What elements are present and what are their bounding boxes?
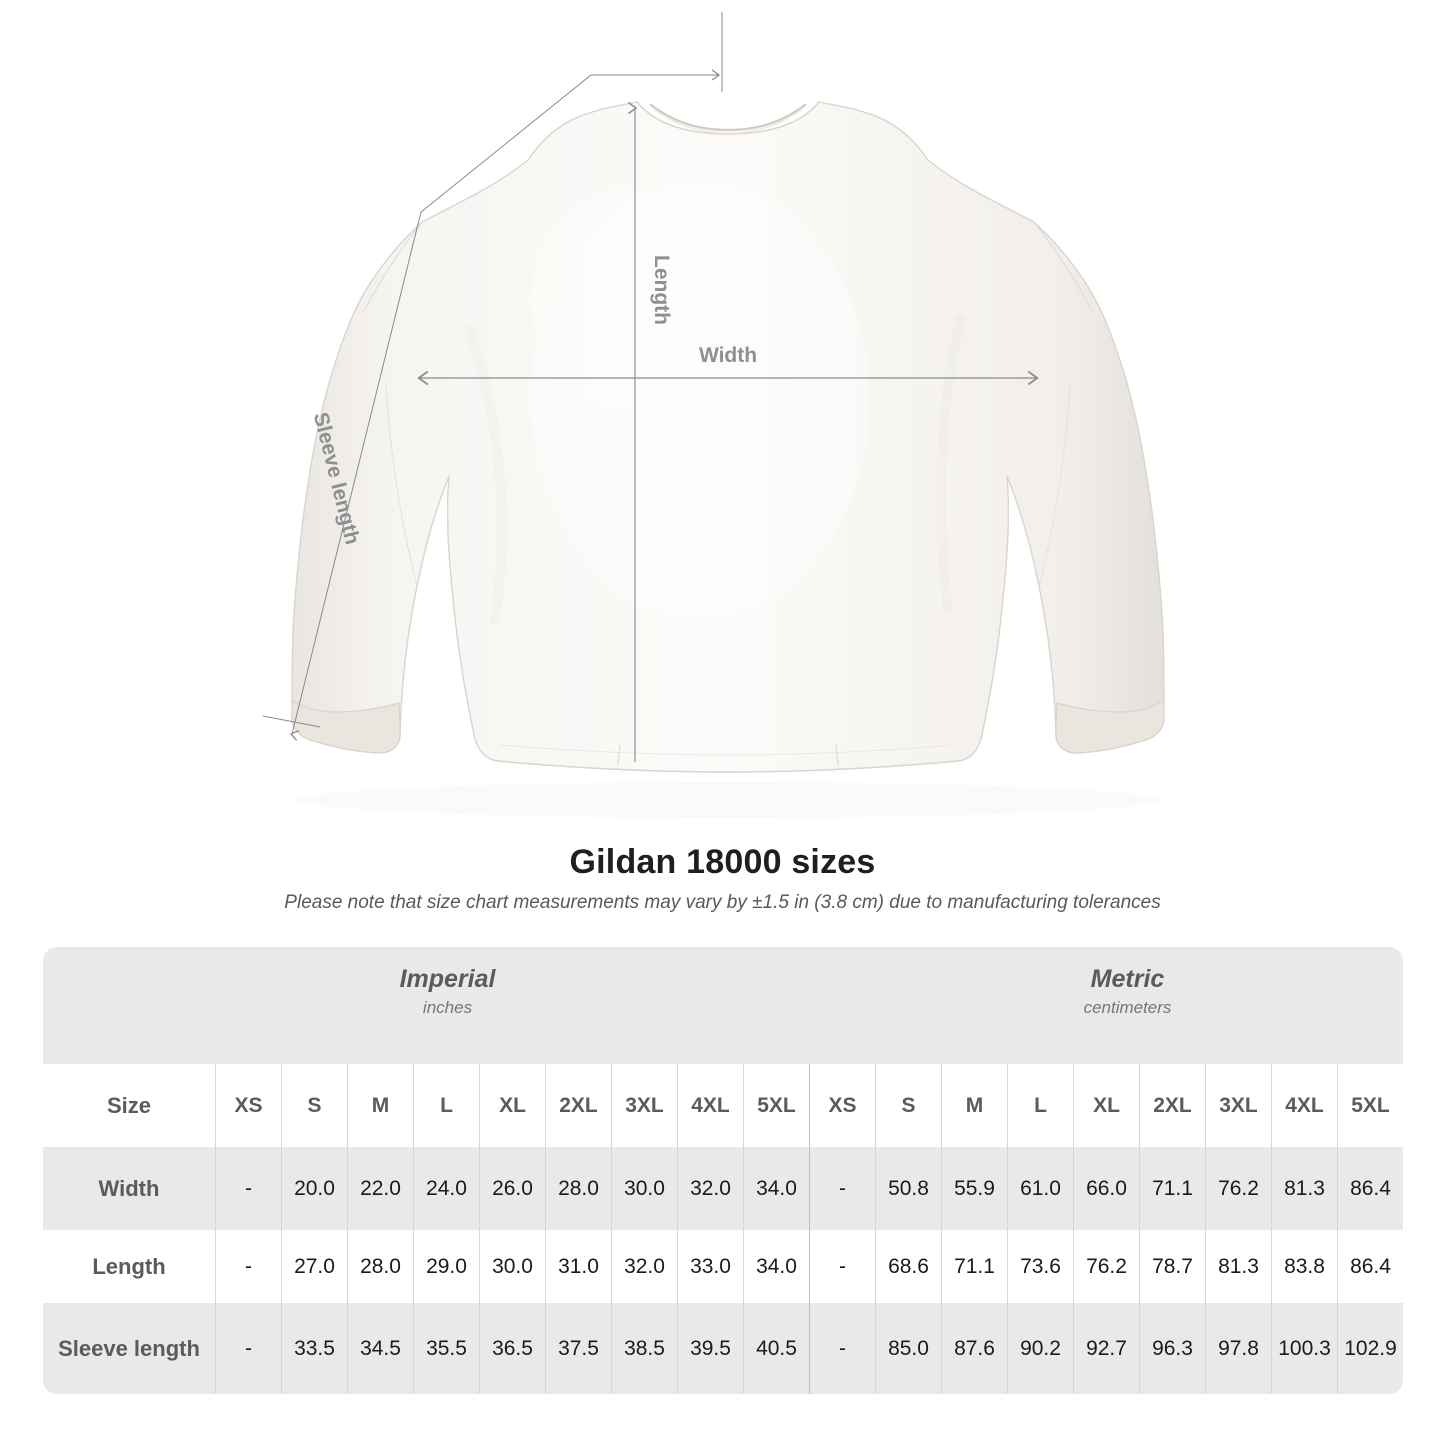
svg-text:Length: Length <box>650 255 673 325</box>
svg-text:Width: Width <box>699 344 757 367</box>
